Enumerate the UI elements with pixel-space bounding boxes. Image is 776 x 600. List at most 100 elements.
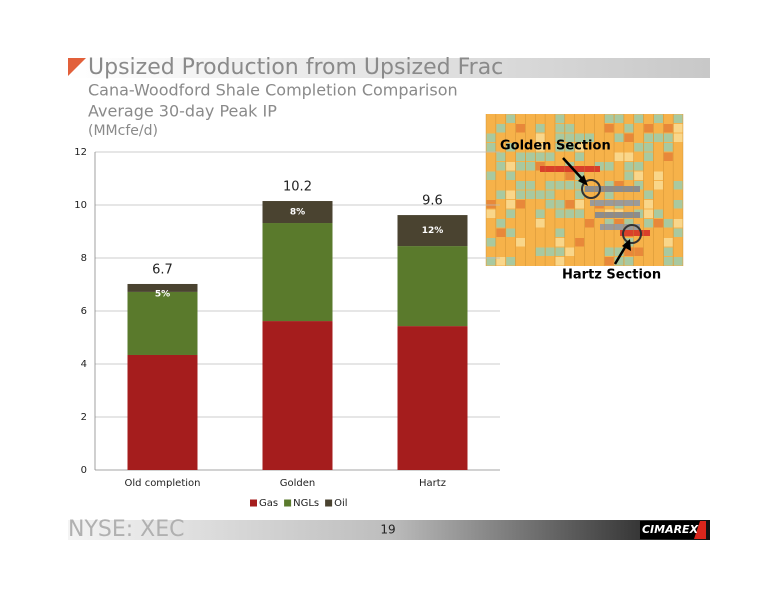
map-cell	[545, 181, 555, 190]
map-cell	[673, 228, 683, 237]
map-cell	[486, 238, 496, 247]
legend-swatch	[250, 499, 257, 507]
map-cell	[673, 114, 683, 123]
map-cell	[516, 152, 526, 161]
map-cell	[535, 247, 545, 256]
logo-box	[640, 521, 706, 539]
map-cell	[555, 181, 565, 190]
map-cell	[565, 124, 575, 133]
map-cell	[575, 190, 585, 199]
bar-segment	[262, 321, 333, 470]
slide-title: Upsized Production from Upsized Frac	[88, 55, 503, 80]
map-cell	[516, 238, 526, 247]
map-cell	[555, 124, 565, 133]
map-cell	[506, 162, 516, 171]
map-cell	[575, 152, 585, 161]
total-label: 6.7	[152, 262, 173, 277]
bar-segment	[397, 246, 468, 327]
logo: CIMAREX	[642, 523, 699, 536]
map-cell	[673, 200, 683, 209]
map-cell	[535, 219, 545, 228]
map-cell	[516, 200, 526, 209]
map-cell	[604, 181, 614, 190]
y-tick-label: 2	[81, 412, 87, 423]
map-cell	[624, 219, 634, 228]
map-cell	[634, 247, 644, 256]
map-cell	[624, 257, 634, 266]
map-cell	[644, 219, 654, 228]
map-circle	[622, 224, 642, 244]
map-cell	[624, 152, 634, 161]
map-cell	[644, 152, 654, 161]
map-strip	[620, 230, 650, 236]
map-cell	[614, 257, 624, 266]
chart: 0 2 4 6 8 10 12 Old completion 5% 6.7 Golden 8% 10.2…	[74, 147, 500, 509]
map-cell	[525, 181, 535, 190]
map-cell	[525, 152, 535, 161]
bar-segment	[127, 283, 198, 292]
map-cell	[565, 209, 575, 218]
map-cell	[634, 162, 644, 171]
oil-share-label: 8%	[290, 208, 305, 218]
map-cell	[525, 162, 535, 171]
map-cell	[624, 247, 634, 256]
map-cell	[663, 152, 673, 161]
map-cell	[565, 181, 575, 190]
footer-ticker: NYSE: XEC	[68, 517, 185, 542]
map-cell	[653, 219, 663, 228]
map-cell	[673, 133, 683, 142]
map-cell	[535, 152, 545, 161]
map-cell	[535, 143, 545, 152]
legend-swatch	[325, 499, 333, 507]
map-cell	[624, 124, 634, 133]
map-cell	[506, 190, 516, 199]
y-tick-label: 12	[74, 147, 87, 158]
total-label: 10.2	[283, 180, 312, 195]
map-cell	[555, 228, 565, 237]
legend-label: Gas	[259, 498, 278, 509]
y-tick-label: 8	[81, 253, 87, 264]
bar-segment	[127, 354, 198, 470]
map-cell	[565, 200, 575, 209]
map-cell	[604, 124, 614, 133]
oil-share-label: 5%	[155, 289, 170, 299]
map-cell	[545, 247, 555, 256]
map-cell	[506, 257, 516, 266]
map-circle	[581, 179, 601, 199]
map-strip	[590, 200, 640, 206]
map-cell	[614, 114, 624, 123]
map-cell	[555, 209, 565, 218]
map-cell	[486, 171, 496, 180]
map-cell	[486, 209, 496, 218]
oil-share-label: 12%	[422, 226, 444, 236]
map-cell	[634, 143, 644, 152]
map-cell	[525, 190, 535, 199]
title-band	[68, 58, 710, 78]
subtitle: Average 30-day Peak IP	[88, 102, 277, 121]
y-tick-label: 6	[81, 306, 87, 317]
map-cell	[496, 124, 506, 133]
map-cell	[644, 209, 654, 218]
map-cell	[644, 143, 654, 152]
map-cell	[555, 200, 565, 209]
map-cell	[565, 143, 575, 152]
bar-segment	[262, 223, 333, 322]
map-cell	[506, 200, 516, 209]
map-cell	[634, 114, 644, 123]
map-cell	[634, 171, 644, 180]
arrow-head	[622, 239, 631, 251]
bar-segment	[397, 215, 468, 247]
map-cell	[663, 219, 673, 228]
map-cell	[663, 143, 673, 152]
map-cell	[496, 190, 506, 199]
map-cell	[496, 228, 506, 237]
map-cell	[604, 190, 614, 199]
map-cell	[644, 200, 654, 209]
map-cell	[555, 238, 565, 247]
footer-band	[68, 520, 710, 540]
map-cell	[653, 209, 663, 218]
map-cell	[535, 133, 545, 142]
subtitle: (MMcfe/d)	[88, 123, 158, 139]
y-tick-label: 0	[81, 465, 87, 476]
